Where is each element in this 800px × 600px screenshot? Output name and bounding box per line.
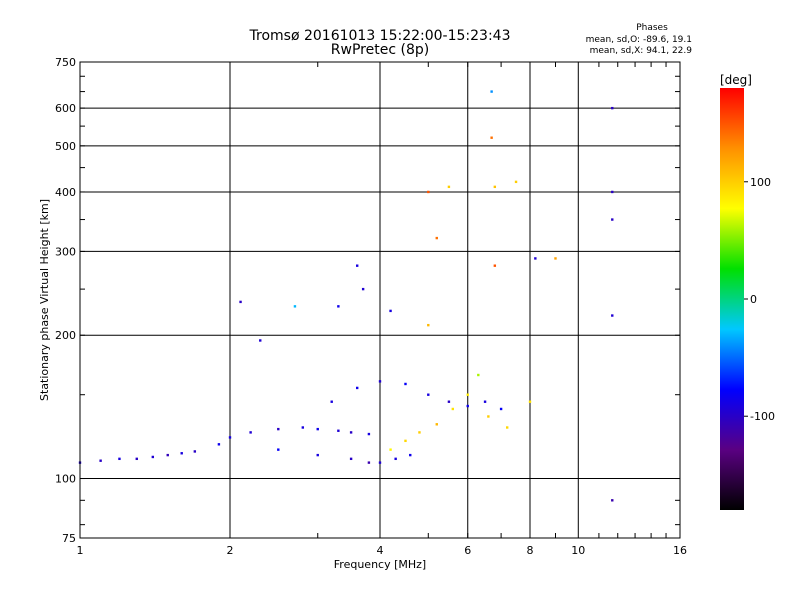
- data-point: [447, 185, 451, 189]
- data-point: [404, 382, 407, 386]
- data-point: [239, 300, 242, 304]
- data-point: [277, 427, 280, 431]
- data-point: [528, 400, 532, 403]
- x-tick-label: 1: [77, 544, 84, 557]
- y-tick-label: 600: [55, 102, 76, 115]
- colorbar: [720, 88, 744, 510]
- data-point: [135, 457, 138, 461]
- data-point: [427, 190, 430, 194]
- x-tick-label: 2: [227, 544, 234, 557]
- data-point: [394, 457, 397, 461]
- data-point: [259, 339, 262, 342]
- data-point: [447, 400, 451, 403]
- data-point: [301, 426, 305, 429]
- data-point: [483, 400, 487, 403]
- data-point: [389, 309, 392, 313]
- y-tick-label: 100: [55, 473, 76, 486]
- data-point: [378, 461, 382, 464]
- data-point: [217, 443, 221, 446]
- phase-stats-heading: Phases: [636, 23, 668, 33]
- data-point: [355, 264, 359, 267]
- data-point: [99, 459, 102, 462]
- phase-stats-x: mean, sd,X: 94.1, 22.9: [590, 46, 693, 56]
- data-point: [487, 415, 490, 418]
- data-point: [611, 190, 614, 194]
- plot-area: [80, 62, 680, 538]
- data-point: [505, 426, 509, 429]
- data-points: [78, 90, 614, 502]
- data-point: [367, 432, 371, 436]
- colorbar-tick-label: -100: [750, 410, 775, 423]
- data-point: [493, 264, 497, 267]
- data-point: [611, 314, 614, 317]
- data-point: [466, 404, 469, 408]
- data-point: [514, 180, 518, 184]
- data-point: [554, 257, 557, 260]
- data-point: [361, 287, 365, 291]
- data-point: [534, 257, 537, 260]
- data-point: [166, 453, 169, 457]
- data-point: [378, 380, 382, 383]
- data-point: [180, 452, 183, 455]
- data-point: [151, 455, 155, 459]
- data-point: [330, 400, 333, 403]
- y-tick-label: 750: [55, 56, 76, 69]
- data-point: [435, 423, 438, 426]
- axes: 1 2 4 6 8 10 16 75 100 200 300 400 500 600 750: [55, 56, 687, 557]
- data-point: [611, 218, 614, 221]
- data-point: [389, 448, 392, 451]
- data-point: [409, 453, 412, 457]
- data-point: [367, 461, 371, 464]
- data-point: [493, 185, 497, 189]
- data-point: [193, 450, 197, 453]
- data-point: [427, 323, 430, 327]
- data-point: [466, 393, 469, 396]
- data-point: [499, 407, 503, 411]
- x-axis-label: Frequency [MHz]: [334, 558, 426, 571]
- data-point: [118, 457, 121, 461]
- data-point: [316, 427, 319, 431]
- y-tick-label: 300: [55, 245, 76, 258]
- data-point: [435, 236, 438, 240]
- chart-subtitle: RwPretec (8p): [331, 42, 429, 58]
- colorbar-ticks: 100 0 -100: [744, 176, 775, 423]
- data-point: [451, 407, 455, 411]
- y-tick-label: 75: [62, 532, 76, 545]
- x-tick-label: 16: [673, 544, 687, 557]
- data-point: [427, 393, 430, 396]
- data-point: [277, 448, 280, 451]
- chart-title: Tromsø 20161013 15:22:00-15:23:43: [249, 28, 511, 44]
- y-tick-label: 400: [55, 186, 76, 199]
- y-axis-label: Stationary phase Virtual Height [km]: [38, 199, 51, 401]
- x-tick-label: 8: [527, 544, 534, 557]
- y-tick-label: 200: [55, 329, 76, 342]
- data-point: [477, 373, 480, 377]
- colorbar-tick-label: 100: [750, 176, 771, 189]
- data-point: [418, 431, 421, 434]
- data-point: [337, 305, 340, 308]
- data-point: [490, 136, 493, 139]
- data-point: [316, 453, 319, 457]
- data-point: [228, 436, 232, 439]
- data-point: [249, 431, 252, 434]
- colorbar-label: [deg]: [720, 73, 752, 87]
- colorbar-tick-label: 0: [750, 293, 757, 306]
- data-point: [349, 457, 353, 461]
- data-point: [611, 106, 614, 110]
- x-tick-label: 6: [464, 544, 471, 557]
- data-point: [349, 431, 353, 434]
- y-tick-label: 500: [55, 140, 76, 153]
- data-point: [404, 439, 407, 443]
- x-tick-label: 10: [571, 544, 585, 557]
- data-point: [490, 90, 493, 93]
- phase-stats-o: mean, sd,O: -89.6, 19.1: [586, 35, 692, 45]
- data-point: [611, 499, 614, 502]
- data-point: [337, 429, 340, 432]
- x-tick-label: 4: [377, 544, 384, 557]
- data-point: [355, 386, 359, 390]
- data-point: [293, 305, 297, 308]
